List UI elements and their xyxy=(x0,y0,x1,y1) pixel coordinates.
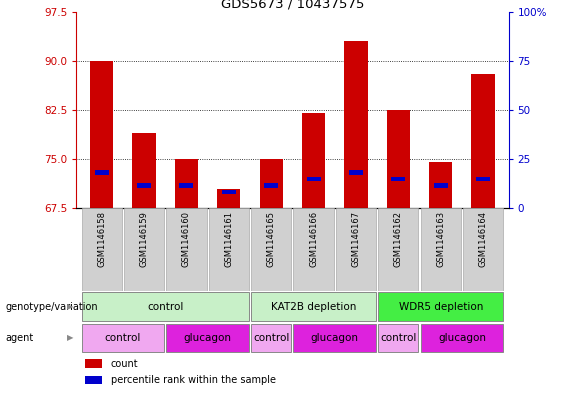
Text: control: control xyxy=(105,333,141,343)
Text: glucagon: glucagon xyxy=(184,333,232,343)
FancyBboxPatch shape xyxy=(378,324,419,352)
Bar xyxy=(85,359,102,368)
FancyBboxPatch shape xyxy=(251,324,292,352)
FancyBboxPatch shape xyxy=(293,324,376,352)
Text: control: control xyxy=(253,333,289,343)
Bar xyxy=(137,183,151,187)
FancyBboxPatch shape xyxy=(251,208,292,291)
FancyBboxPatch shape xyxy=(420,324,503,352)
Bar xyxy=(471,74,495,208)
Bar xyxy=(434,183,447,187)
Text: ▶: ▶ xyxy=(67,302,73,311)
Bar xyxy=(307,176,320,181)
Text: KAT2B depletion: KAT2B depletion xyxy=(271,301,357,312)
Bar xyxy=(349,170,363,174)
Text: glucagon: glucagon xyxy=(438,333,486,343)
Bar xyxy=(85,376,102,384)
Bar xyxy=(180,183,193,187)
Text: GSM1146162: GSM1146162 xyxy=(394,211,403,267)
Bar xyxy=(95,170,108,174)
FancyBboxPatch shape xyxy=(378,292,503,321)
Text: GSM1146160: GSM1146160 xyxy=(182,211,191,267)
Bar xyxy=(429,162,453,208)
Text: GSM1146164: GSM1146164 xyxy=(479,211,488,267)
Bar xyxy=(476,176,490,181)
Text: GSM1146165: GSM1146165 xyxy=(267,211,276,267)
Text: control: control xyxy=(380,333,416,343)
Text: percentile rank within the sample: percentile rank within the sample xyxy=(111,375,276,385)
Bar xyxy=(264,183,278,187)
Bar xyxy=(217,189,241,208)
Title: GDS5673 / 10437575: GDS5673 / 10437575 xyxy=(221,0,364,11)
FancyBboxPatch shape xyxy=(463,208,503,291)
Bar xyxy=(344,41,368,208)
FancyBboxPatch shape xyxy=(81,208,122,291)
FancyBboxPatch shape xyxy=(251,292,376,321)
Text: GSM1146158: GSM1146158 xyxy=(97,211,106,267)
Text: genotype/variation: genotype/variation xyxy=(6,301,98,312)
Bar xyxy=(90,61,114,208)
Text: agent: agent xyxy=(6,333,34,343)
FancyBboxPatch shape xyxy=(293,208,334,291)
Text: control: control xyxy=(147,301,184,312)
FancyBboxPatch shape xyxy=(208,208,249,291)
FancyBboxPatch shape xyxy=(124,208,164,291)
Bar xyxy=(259,159,283,208)
FancyBboxPatch shape xyxy=(378,208,419,291)
Bar xyxy=(132,133,156,208)
Text: ▶: ▶ xyxy=(67,334,73,342)
FancyBboxPatch shape xyxy=(166,324,249,352)
FancyBboxPatch shape xyxy=(81,292,249,321)
Text: GSM1146163: GSM1146163 xyxy=(436,211,445,267)
Text: GSM1146167: GSM1146167 xyxy=(351,211,360,267)
FancyBboxPatch shape xyxy=(166,208,207,291)
Bar xyxy=(302,113,325,208)
Bar xyxy=(392,176,405,181)
Bar xyxy=(386,110,410,208)
Bar xyxy=(222,189,236,194)
Text: WDR5 depletion: WDR5 depletion xyxy=(398,301,483,312)
Bar xyxy=(175,159,198,208)
FancyBboxPatch shape xyxy=(336,208,376,291)
Text: GSM1146166: GSM1146166 xyxy=(309,211,318,267)
Text: GSM1146161: GSM1146161 xyxy=(224,211,233,267)
Text: count: count xyxy=(111,358,138,369)
Text: glucagon: glucagon xyxy=(311,333,359,343)
FancyBboxPatch shape xyxy=(420,208,461,291)
FancyBboxPatch shape xyxy=(81,324,164,352)
Text: GSM1146159: GSM1146159 xyxy=(140,211,149,266)
